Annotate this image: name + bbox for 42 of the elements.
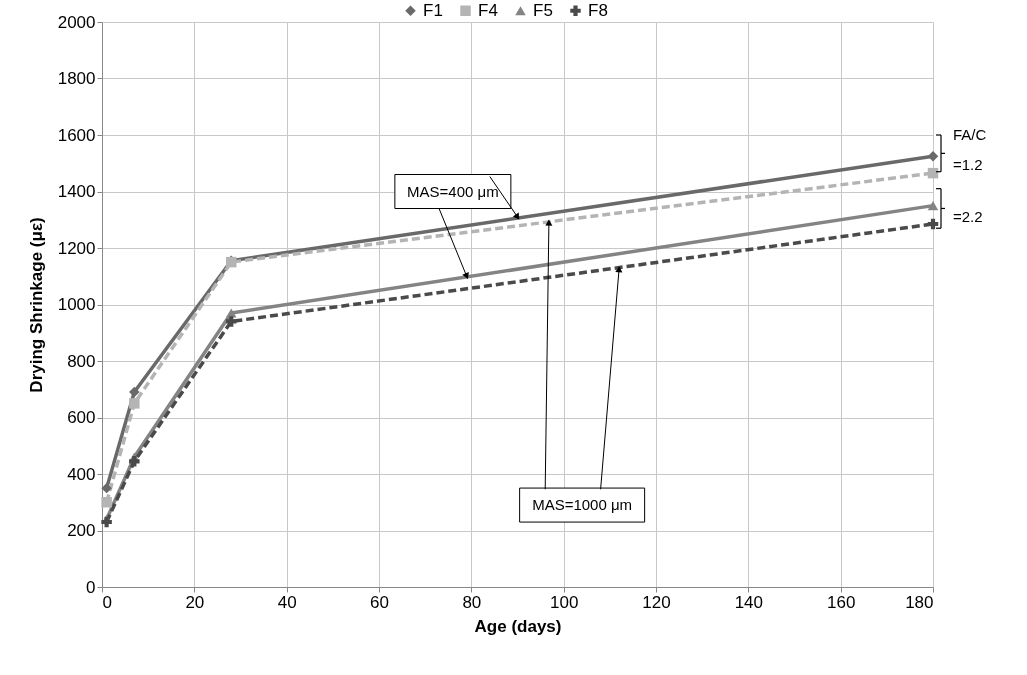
point [129,456,140,467]
point [226,316,237,327]
annotation: MAS=400 μm [407,182,499,200]
y-tick-label: 0 [86,577,96,597]
y-tick-label: 200 [67,521,96,540]
y-axis-title: Drying Shrinkage (με) [26,217,46,393]
point [927,150,939,162]
x-tick-label: 40 [277,592,297,612]
point [927,201,939,211]
y-tick-label: 1400 [57,182,96,201]
y-tick-label: 1600 [57,125,96,145]
point [927,218,939,230]
y-tick-label: 1800 [57,69,96,88]
x-tick-label: 0 [102,592,112,612]
x-tick-label: 140 [734,592,764,612]
legend-label: F1 [423,0,443,20]
text: =2.2 [953,207,983,225]
text: FA/C [953,126,987,143]
x-tick-label: 60 [370,592,389,612]
x-tick-label: 100 [549,592,579,612]
x-tick-label: 20 [185,592,205,612]
x-tick-label: 120 [642,592,671,612]
y-tick-label: 400 [67,464,96,484]
x-axis-title: Age (days) [474,616,562,636]
x-tick-label: 80 [462,592,482,612]
text: =1.2 [953,155,983,173]
point [101,482,112,494]
y-tick-label: 1000 [57,295,96,314]
y-tick-label: 800 [67,351,96,371]
point [129,398,140,409]
point [129,386,140,398]
legend-label: F8 [588,0,608,20]
annotation: MAS=1000 μm [532,496,633,514]
point [101,497,112,508]
y-tick-label: 2000 [57,12,96,32]
legend-label: F4 [478,0,498,20]
legend-label: F5 [533,0,553,20]
y-tick-label: 600 [67,408,96,427]
point [101,516,112,528]
x-tick-label: 180 [905,592,934,612]
y-tick-label: 1200 [57,238,96,258]
x-tick-label: 160 [826,592,856,612]
